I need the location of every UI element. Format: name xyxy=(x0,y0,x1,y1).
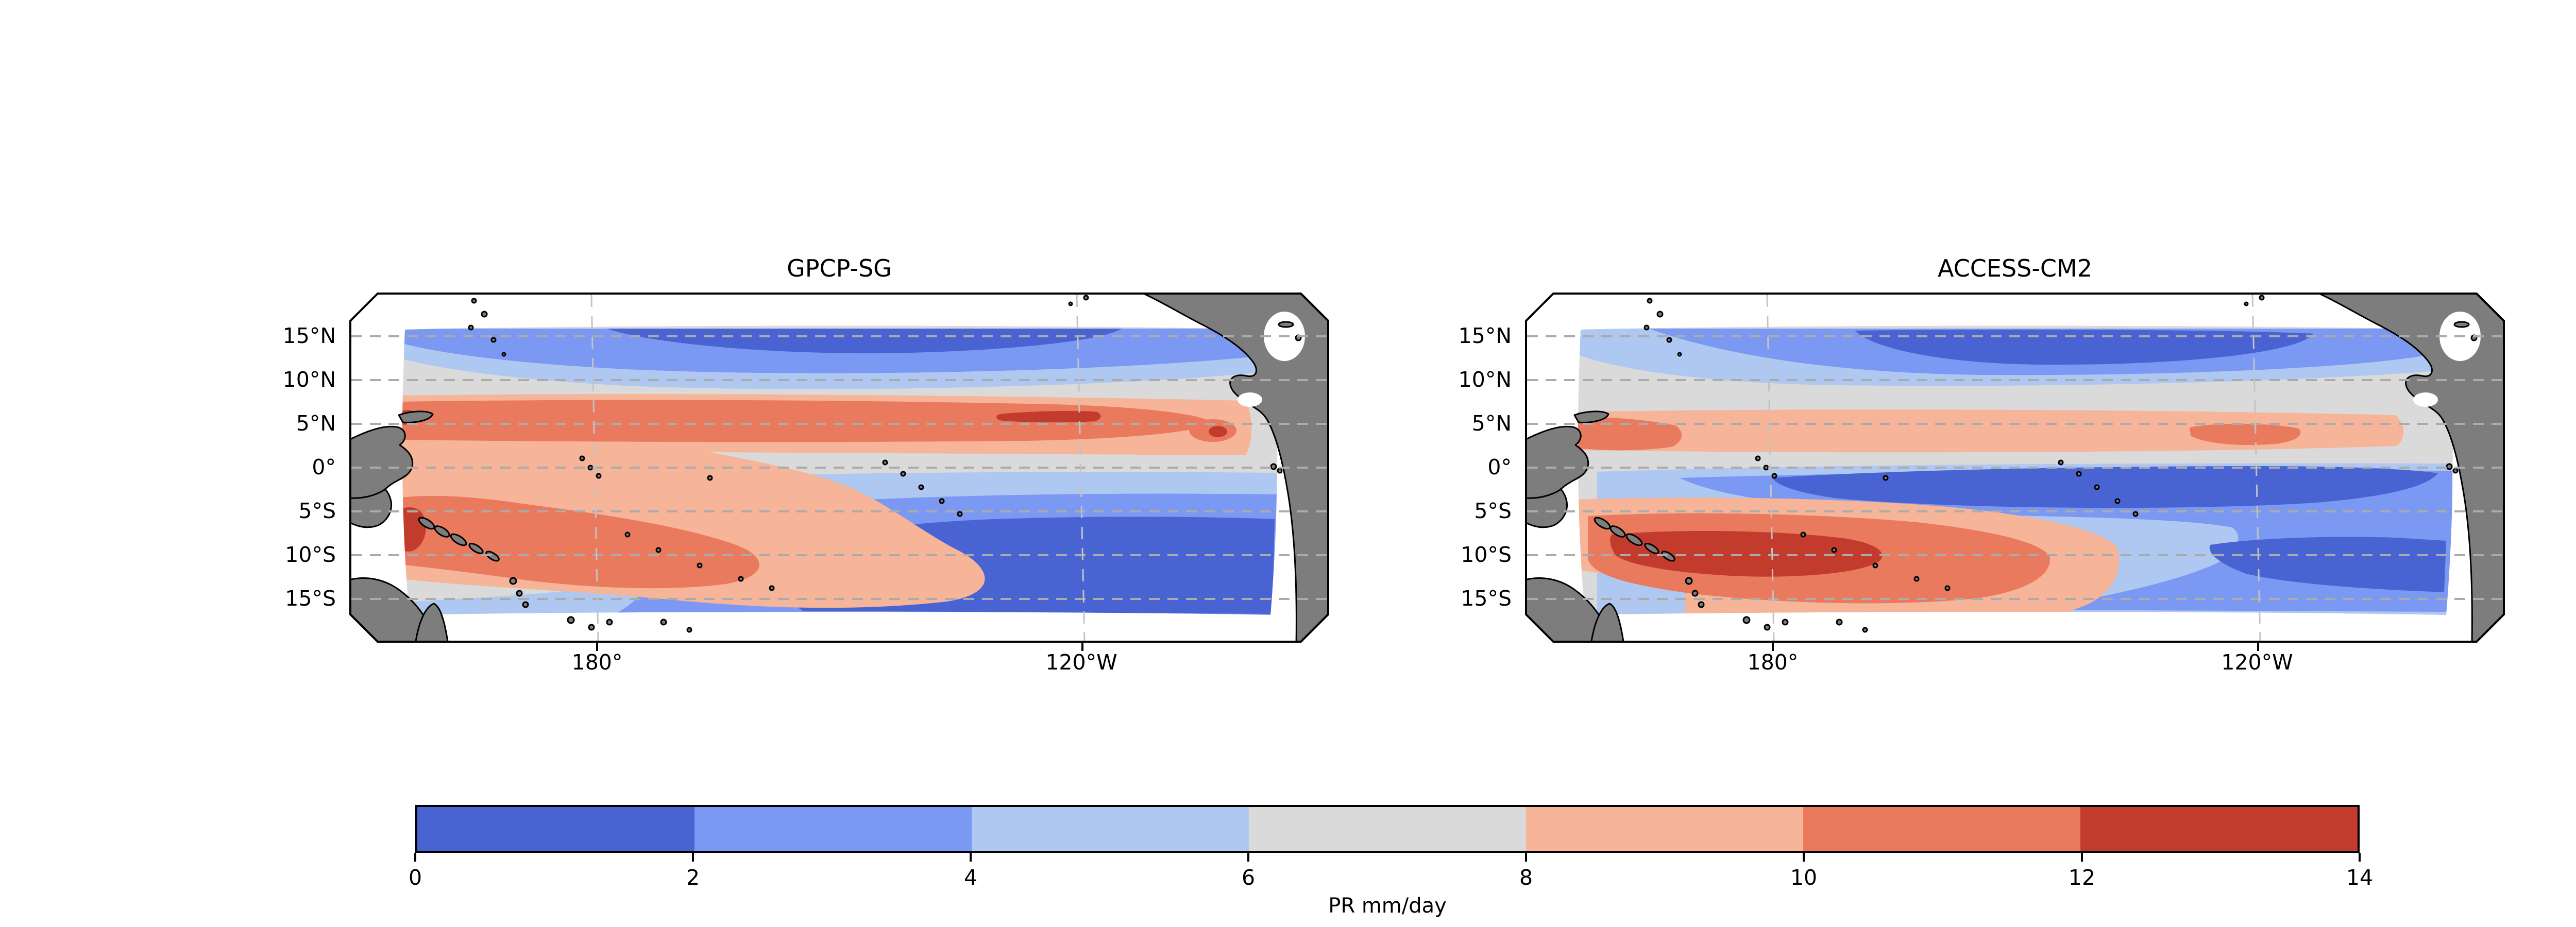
colorbar-segment-6-8 xyxy=(1249,807,1526,851)
panel-title-gpcp-sg: GPCP-SG xyxy=(787,254,892,282)
lat-label-10n-right: 10°N xyxy=(1458,367,1512,392)
precip-field-access xyxy=(1578,325,2453,615)
lat-label-5n-right: 5°N xyxy=(1471,411,1512,436)
map-access-cm2 xyxy=(1525,293,2505,651)
colorbar-tick-0 xyxy=(414,853,416,862)
lon-label-120w-right: 120°W xyxy=(2221,650,2293,675)
colorbar-axis-label: PR mm/day xyxy=(1328,894,1447,918)
lat-label-15s-right: 15°S xyxy=(1461,586,1512,611)
colorbar-ticklabel-6: 6 xyxy=(1241,865,1256,890)
colorbar-tick-2 xyxy=(692,853,694,862)
colorbar xyxy=(415,805,2360,853)
precip-field-gpcp xyxy=(402,325,1277,615)
lon-tick-180-right xyxy=(1772,643,1774,651)
lat-label-15n: 15°N xyxy=(282,323,336,349)
lat-label-5n: 5°N xyxy=(296,411,336,436)
lon-tick-120w-right xyxy=(2257,643,2259,651)
colorbar-tick-8 xyxy=(1525,853,1527,862)
colorbar-tick-12 xyxy=(2081,853,2083,862)
map-gpcp-sg xyxy=(349,293,1329,651)
lat-label-5s: 5°S xyxy=(298,499,336,524)
colorbar-tick-4 xyxy=(970,853,972,862)
colorbar-segment-2-4 xyxy=(694,807,972,851)
colorbar-segment-10-12 xyxy=(1803,807,2080,851)
colorbar-tick-10 xyxy=(1803,853,1805,862)
colorbar-tick-14 xyxy=(2359,853,2361,862)
colorbar-ticklabel-14: 14 xyxy=(2346,865,2374,890)
map-frame-access xyxy=(1525,293,2505,643)
colorbar-ticklabel-4: 4 xyxy=(963,865,978,890)
lon-tick-180-left xyxy=(596,643,598,651)
colorbar-ticklabel-2: 2 xyxy=(686,865,700,890)
gridlines-access xyxy=(1527,294,2503,641)
lat-label-15n-right: 15°N xyxy=(1458,323,1512,349)
lon-label-180-right: 180° xyxy=(1747,650,1799,675)
lat-label-10s-right: 10°S xyxy=(1461,542,1512,568)
panel-title-access-cm2: ACCESS-CM2 xyxy=(1937,254,2093,282)
gridlines-gpcp xyxy=(351,294,1327,641)
lon-tick-120w-left xyxy=(1081,643,1083,651)
lat-label-10s: 10°S xyxy=(285,542,336,568)
map-frame-gpcp xyxy=(349,293,1329,643)
colorbar-ticklabel-0: 0 xyxy=(408,865,422,890)
colorbar-segment-0-2 xyxy=(417,807,694,851)
colorbar-segment-12-14 xyxy=(2080,807,2358,851)
colorbar-ticklabel-8: 8 xyxy=(1519,865,1533,890)
lat-label-0: 0° xyxy=(312,455,336,480)
lon-label-180-left: 180° xyxy=(571,650,623,675)
colorbar-segment-4-6 xyxy=(972,807,1249,851)
lat-label-15s: 15°S xyxy=(285,586,336,611)
lon-label-120w-left: 120°W xyxy=(1045,650,1117,675)
colorbar-segment-8-10 xyxy=(1526,807,1803,851)
lat-label-0-right: 0° xyxy=(1487,455,1512,480)
colorbar-tick-6 xyxy=(1247,853,1249,862)
colorbar-ticklabel-10: 10 xyxy=(1790,865,1818,890)
colorbar-ticklabel-12: 12 xyxy=(2068,865,2096,890)
lat-label-10n: 10°N xyxy=(282,367,336,392)
lat-label-5s-right: 5°S xyxy=(1474,499,1512,524)
